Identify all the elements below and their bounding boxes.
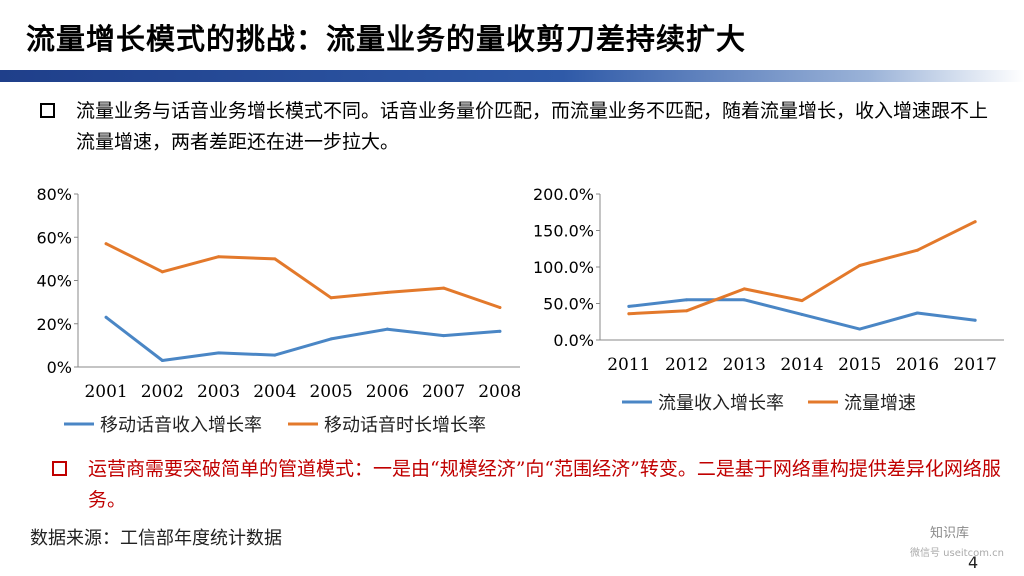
watermark-subtext: 微信号 useitcom.cn xyxy=(910,548,1004,559)
y-tick-label: 60% xyxy=(36,228,72,247)
bullet-2-text: 运营商需要突破简单的管道模式：一是由“规模经济”向“范围经济”转变。二是基于网络… xyxy=(88,458,1001,511)
data-point xyxy=(973,318,977,322)
title-underline-bar xyxy=(0,70,1024,82)
y-tick-label: 40% xyxy=(36,272,72,291)
chart-voice-growth: 0% 20% 40% 60% 80% 2001 2002 2003 2004 2005 2006 20… xyxy=(36,185,520,436)
data-point xyxy=(627,304,631,308)
data-point xyxy=(160,270,164,274)
y-tick-label: 0.0% xyxy=(553,331,594,350)
chart-traffic-growth: 0.0% 50.0% 100.0% 150.0% 200.0% 2011 2012 2013 2… xyxy=(533,185,1004,414)
data-point xyxy=(104,315,108,319)
watermark-logo: 知识库 xyxy=(930,526,970,541)
data-point xyxy=(858,327,862,331)
y-tick-label: 50.0% xyxy=(543,295,594,314)
x-tick-label: 2007 xyxy=(422,382,465,402)
data-point xyxy=(800,312,804,316)
data-point xyxy=(385,327,389,331)
data-point xyxy=(104,242,108,246)
bullet-1-text: 流量业务与话音业务增长模式不同。话音业务量价匹配，而流量业务不匹配，随着流量增长… xyxy=(76,100,989,153)
page-number: 4 xyxy=(968,553,979,572)
x-tick-label: 2004 xyxy=(253,382,296,402)
y-tick-label: 200.0% xyxy=(533,185,594,204)
slide-title: 流量增长模式的挑战：流量业务的量收剪刀差持续扩大 xyxy=(26,22,747,56)
data-point xyxy=(273,257,277,261)
series-line-1 xyxy=(104,315,502,362)
x-tick-label: 2017 xyxy=(954,355,997,375)
y-tick-label: 80% xyxy=(36,185,72,204)
data-point xyxy=(858,264,862,268)
data-point xyxy=(329,296,333,300)
data-point xyxy=(217,351,221,355)
x-tick-label: 2015 xyxy=(838,355,881,375)
x-tick-label: 2012 xyxy=(665,355,708,375)
data-point xyxy=(329,337,333,341)
data-point xyxy=(915,311,919,315)
data-point xyxy=(915,248,919,252)
data-point xyxy=(385,290,389,294)
x-tick-label: 2016 xyxy=(896,355,939,375)
data-point xyxy=(273,353,277,357)
data-point xyxy=(742,298,746,302)
x-tick-label: 2011 xyxy=(607,355,650,375)
x-tick-label: 2002 xyxy=(141,382,184,402)
legend-label: 流量增速 xyxy=(844,393,916,414)
data-point xyxy=(627,312,631,316)
data-point xyxy=(442,286,446,290)
legend-label: 移动话音时长增长率 xyxy=(324,415,486,436)
data-point xyxy=(685,309,689,313)
x-tick-label: 2013 xyxy=(723,355,766,375)
y-tick-label: 150.0% xyxy=(533,222,594,241)
legend-label: 移动话音收入增长率 xyxy=(100,415,262,436)
x-tick-label: 2006 xyxy=(366,382,409,402)
square-bullet-icon xyxy=(40,103,55,118)
data-source-note: 数据来源：工信部年度统计数据 xyxy=(30,528,282,549)
square-bullet-icon xyxy=(52,461,67,476)
data-point xyxy=(800,299,804,303)
data-point xyxy=(742,287,746,291)
series-line-2 xyxy=(104,242,502,309)
y-tick-label: 0% xyxy=(47,358,72,377)
x-tick-label: 2014 xyxy=(780,355,823,375)
x-tick-label: 2005 xyxy=(309,382,352,402)
data-point xyxy=(973,220,977,224)
data-point xyxy=(685,298,689,302)
x-tick-label: 2008 xyxy=(478,382,520,402)
data-point xyxy=(217,255,221,259)
data-point xyxy=(160,359,164,363)
data-point xyxy=(498,329,502,333)
x-tick-label: 2001 xyxy=(84,382,127,402)
x-tick-label: 2003 xyxy=(197,382,240,402)
legend-label: 流量收入增长率 xyxy=(658,393,784,414)
y-tick-label: 20% xyxy=(36,315,72,334)
y-tick-label: 100.0% xyxy=(533,258,594,277)
data-point xyxy=(442,334,446,338)
data-point xyxy=(498,306,502,310)
